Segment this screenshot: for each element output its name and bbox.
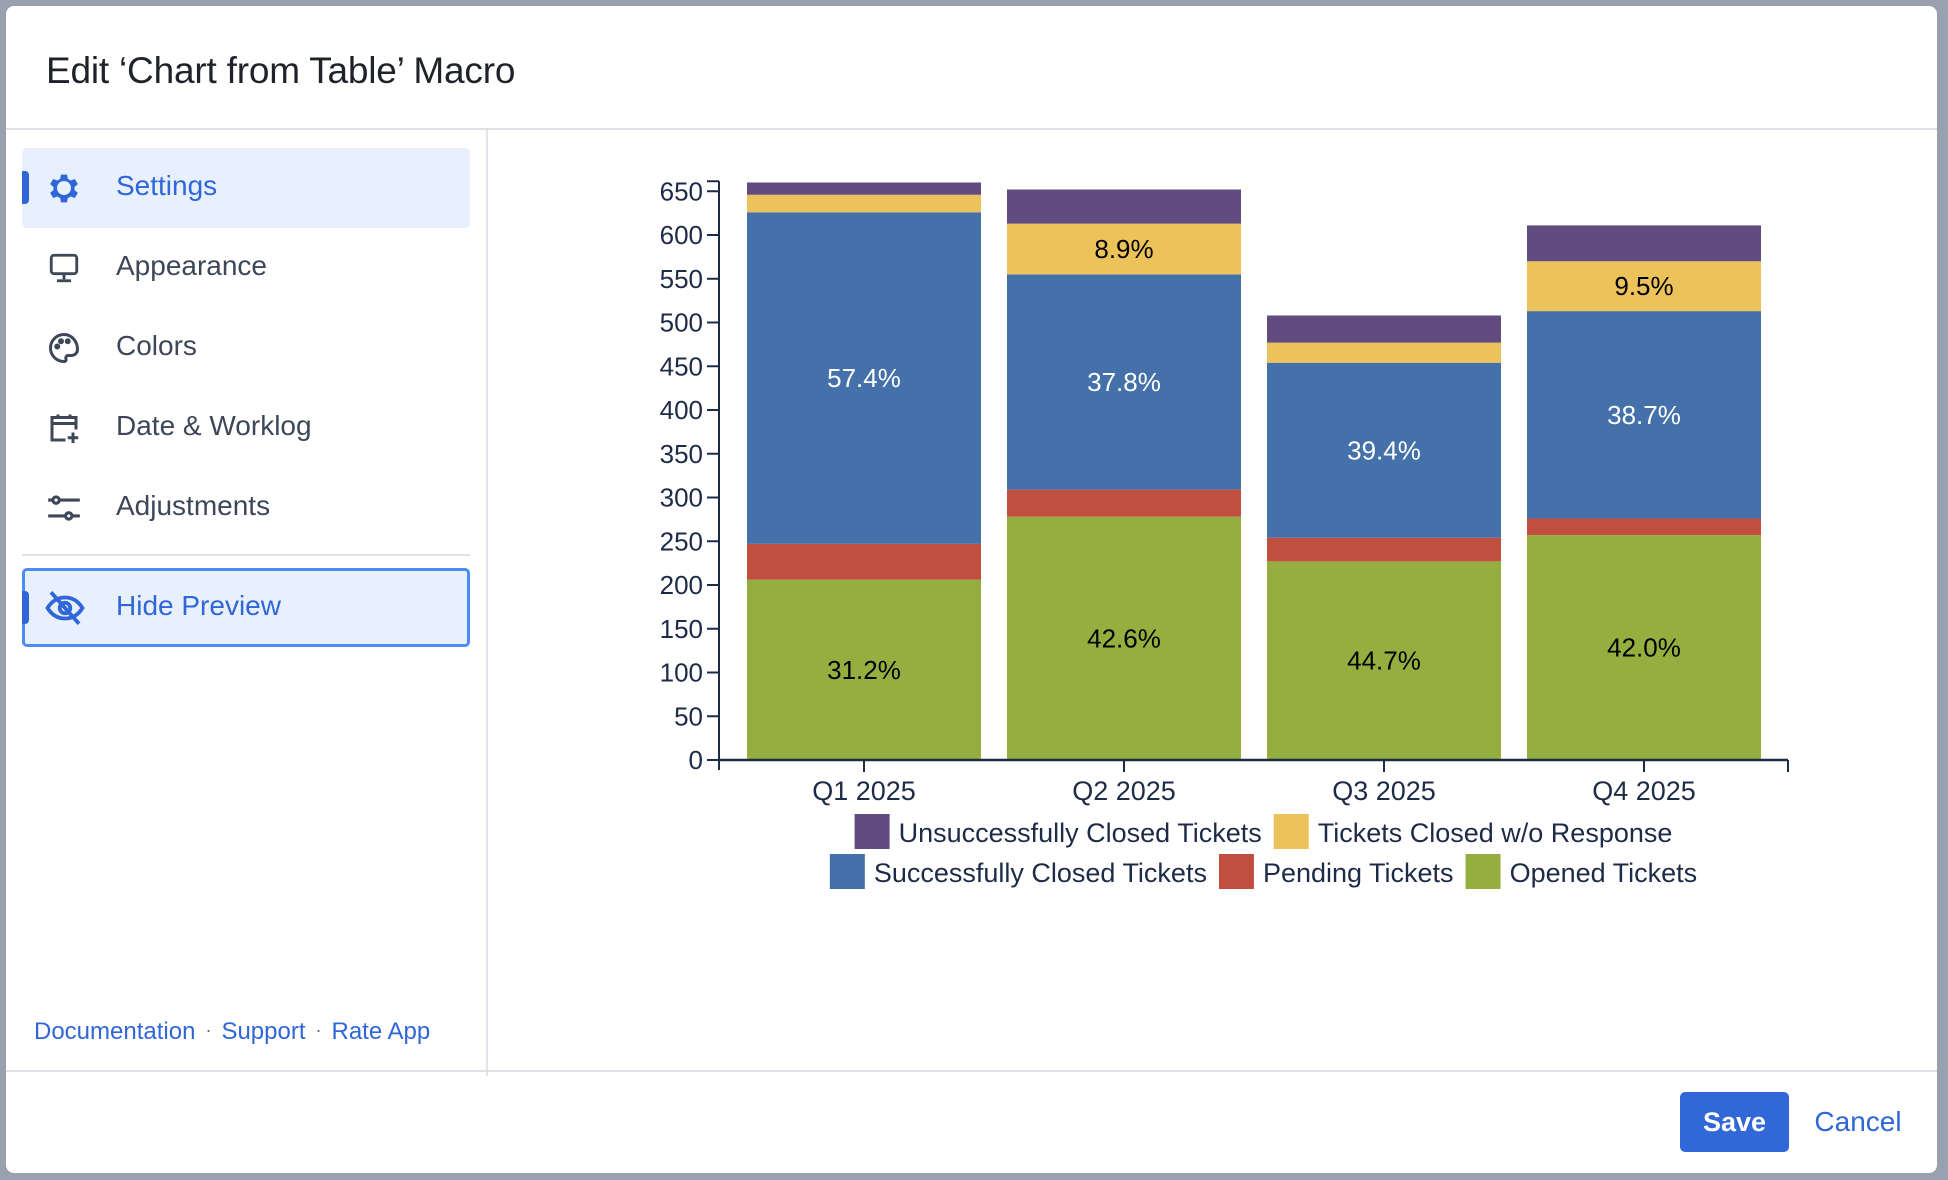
- sidebar-item-date-worklog[interactable]: Date & Worklog: [22, 388, 470, 468]
- bar-segment-tickets-closed-w-o-response: [1267, 342, 1501, 363]
- bar-segment-unsuccessfully-closed-tickets: [1267, 315, 1501, 343]
- sidebar-item-appearance[interactable]: Appearance: [22, 228, 470, 308]
- sidebar-divider: [22, 554, 470, 556]
- bar-segment-unsuccessfully-closed-tickets: [747, 182, 981, 195]
- x-tick-label: Q1 2025: [812, 776, 916, 806]
- y-tick-label: 200: [660, 570, 703, 600]
- bar-data-label: 39.4%: [1347, 435, 1421, 465]
- bar-segment-unsuccessfully-closed-tickets: [1007, 189, 1241, 224]
- hide-preview-label: Hide Preview: [116, 590, 281, 621]
- bar-segment-tickets-closed-w-o-response: [747, 194, 981, 213]
- dialog-title: Edit ‘Chart from Table’ Macro: [46, 50, 516, 91]
- x-tick-label: Q4 2025: [1592, 776, 1696, 806]
- y-tick-label: 350: [660, 439, 703, 469]
- x-tick-label: Q2 2025: [1072, 776, 1176, 806]
- legend-swatch: [1218, 854, 1254, 889]
- cancel-button[interactable]: Cancel: [1803, 1092, 1913, 1152]
- legend-label: Opened Tickets: [1510, 858, 1698, 888]
- bar-data-label: 42.0%: [1607, 633, 1681, 663]
- y-tick-label: 150: [660, 614, 703, 644]
- y-tick-label: 400: [660, 395, 703, 425]
- palette-icon: [44, 328, 84, 368]
- bar-segment-opened-tickets: [1267, 561, 1501, 760]
- sidebar-item-label: Appearance: [116, 250, 268, 281]
- bar-segment-opened-tickets: [747, 579, 981, 760]
- y-tick-label: 600: [660, 220, 703, 250]
- bar-segment-opened-tickets: [1007, 516, 1241, 760]
- y-tick-label: 500: [660, 308, 703, 338]
- bar-segment-successfully-closed-tickets: [1007, 274, 1241, 490]
- link-separator: ·: [315, 1020, 322, 1040]
- dialog-footer: Save Cancel: [6, 1070, 1937, 1173]
- sidebar-item-adjustments[interactable]: Adjustments: [22, 468, 470, 548]
- sidebar-item-colors[interactable]: Colors: [22, 308, 470, 388]
- legend-label: Successfully Closed Tickets: [874, 858, 1207, 888]
- bar-data-label: 31.2%: [827, 655, 901, 685]
- monitor-icon: [44, 248, 84, 288]
- bar-segment-successfully-closed-tickets: [747, 212, 981, 544]
- support-link[interactable]: Support: [221, 1018, 306, 1045]
- active-indicator: [22, 171, 29, 204]
- sidebar-links: Documentation · Support · Rate App: [34, 1018, 430, 1046]
- bar-data-label: 57.4%: [827, 363, 901, 393]
- legend-label: Pending Tickets: [1263, 858, 1454, 888]
- legend-label: Unsuccessfully Closed Tickets: [899, 818, 1262, 848]
- rate-app-link[interactable]: Rate App: [331, 1018, 431, 1045]
- calendar-plus-icon: [44, 408, 84, 448]
- stacked-bar-chart: 31.2% 57.4% 42.6% 37.8% 8.9% 44.7% 39.4% 42.0% 3…: [660, 176, 1789, 889]
- chart-preview-panel: 31.2% 57.4% 42.6% 37.8% 8.9% 44.7% 39.4% 42.0% 3…: [488, 130, 1937, 1076]
- bar-segment-unsuccessfully-closed-tickets: [1527, 225, 1761, 262]
- bar-data-label: 37.8%: [1087, 367, 1161, 397]
- bar-segment-tickets-closed-w-o-response: [1527, 261, 1761, 312]
- bar-segment-opened-tickets: [1527, 535, 1761, 760]
- edit-macro-dialog: Edit ‘Chart from Table’ Macro Settings: [6, 6, 1937, 1173]
- eye-off-icon: [44, 587, 86, 629]
- sliders-icon: [44, 488, 84, 528]
- active-indicator: [22, 591, 29, 624]
- link-separator: ·: [205, 1020, 212, 1040]
- y-tick-label: 300: [660, 483, 703, 513]
- y-tick-label: 100: [660, 658, 703, 688]
- dialog-header: Edit ‘Chart from Table’ Macro: [6, 6, 1937, 130]
- bar-data-label: 42.6%: [1087, 623, 1161, 653]
- legend-label: Tickets Closed w/o Response: [1318, 818, 1673, 848]
- bar-segment-pending-tickets: [1527, 518, 1761, 536]
- sidebar-item-label: Settings: [116, 170, 218, 201]
- bar-segment-pending-tickets: [1007, 489, 1241, 517]
- legend-swatch: [1273, 814, 1309, 849]
- hide-preview-button[interactable]: Hide Preview: [22, 568, 470, 647]
- sidebar-item-label: Date & Worklog: [116, 410, 312, 441]
- gear-icon: [44, 168, 84, 208]
- bar-segment-pending-tickets: [1267, 537, 1501, 562]
- bar-segment-successfully-closed-tickets: [1267, 362, 1501, 538]
- legend-swatch: [1465, 854, 1501, 889]
- y-tick-label: 250: [660, 526, 703, 556]
- y-tick-label: 0: [689, 745, 703, 775]
- y-tick-label: 450: [660, 351, 703, 381]
- y-tick-label: 50: [674, 701, 703, 731]
- y-tick-label: 550: [660, 264, 703, 294]
- bar-segment-tickets-closed-w-o-response: [1007, 223, 1241, 275]
- legend-swatch: [854, 814, 890, 849]
- bar-data-label: 44.7%: [1347, 646, 1421, 676]
- bar-segment-pending-tickets: [747, 543, 981, 580]
- sidebar-item-settings[interactable]: Settings: [22, 148, 470, 228]
- save-button[interactable]: Save: [1680, 1092, 1789, 1152]
- legend-swatch: [829, 854, 865, 889]
- sidebar-item-label: Adjustments: [116, 490, 271, 521]
- bar-data-label: 9.5%: [1614, 271, 1673, 301]
- x-tick-label: Q3 2025: [1332, 776, 1436, 806]
- bar-data-label: 8.9%: [1094, 234, 1153, 264]
- bar-segment-successfully-closed-tickets: [1527, 311, 1761, 519]
- y-tick-label: 650: [660, 176, 703, 206]
- bar-data-label: 38.7%: [1607, 400, 1681, 430]
- sidebar-item-label: Colors: [116, 330, 197, 361]
- documentation-link[interactable]: Documentation: [34, 1018, 196, 1045]
- sidebar: Settings Appearance Color: [6, 130, 488, 1076]
